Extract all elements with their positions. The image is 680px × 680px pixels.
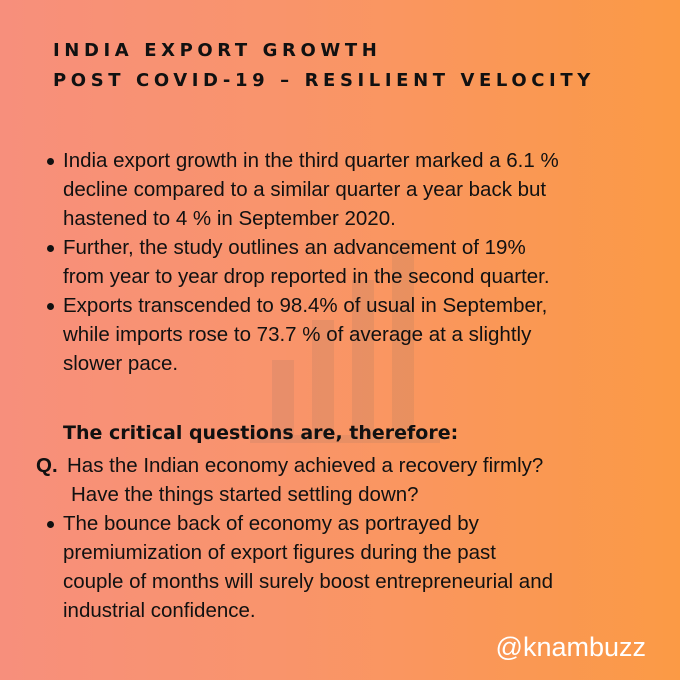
bullet-text: India export growth in the third quarter… [63,149,559,172]
bullet-dot [47,521,54,528]
question-marker: Q. [36,454,58,477]
title-line: POST COVID-19 – RESILIENT VELOCITY [53,70,595,91]
bullet-text: Further, the study outlines an advanceme… [63,236,526,259]
watermark-base [250,435,440,443]
bullet-text: from year to year drop reported in the s… [63,265,550,288]
bullet-text: slower pace. [63,352,179,375]
bullet-text: The bounce back of economy as portrayed … [63,512,479,535]
watermark-bar [392,240,414,435]
watermark-bar [272,360,294,435]
bullet-text: while imports rose to 73.7 % of average … [63,323,532,346]
question-text: Have the things started settling down? [71,483,419,506]
watermark-bar [352,280,374,435]
bullet-dot [47,245,54,252]
handle: @knambuzz [495,632,646,662]
question-text: Has the Indian economy achieved a recove… [67,454,544,477]
bullet-text: premiumization of export figures during … [63,541,497,564]
bullet-dot [47,303,54,310]
bullet-text: decline compared to a similar quarter a … [63,178,547,201]
title-line: INDIA EXPORT GROWTH [53,40,382,61]
bullet-dot [47,158,54,165]
subheading: The critical questions are, therefore: [63,422,459,444]
bullet-text: couple of months will surely boost entre… [63,570,553,593]
bullet-text: hastened to 4 % in September 2020. [63,207,396,230]
bullet-text: Exports transcended to 98.4% of usual in… [63,294,548,317]
watermark-bar [312,320,334,435]
bullet-text: industrial confidence. [63,599,256,622]
